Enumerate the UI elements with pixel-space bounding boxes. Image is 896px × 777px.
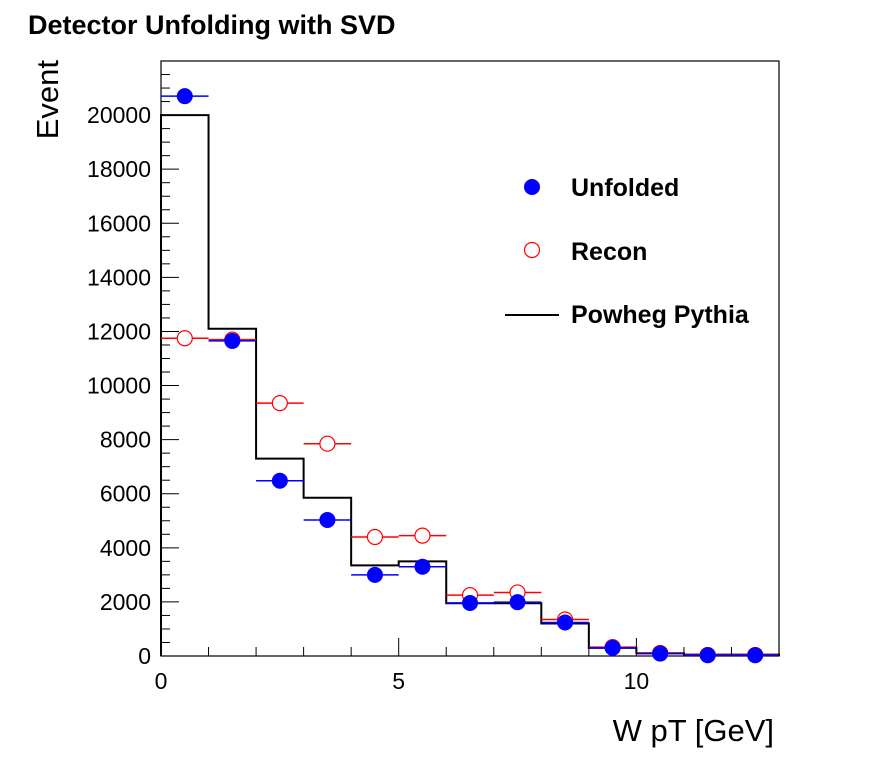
y-tick-label: 20000: [87, 102, 151, 128]
recon-point: [366, 528, 384, 546]
y-tick-label: 6000: [100, 481, 151, 507]
unfolded-point: [652, 645, 669, 662]
unfolded-point: [699, 647, 716, 664]
unfolded-series: [161, 88, 779, 664]
recon-point: [319, 435, 336, 452]
y-tick-label: 4000: [100, 535, 151, 561]
plot-frame: [160, 60, 780, 657]
unfolded-point: [604, 639, 621, 656]
x-axis-label: W pT [GeV]: [613, 713, 774, 748]
unfolded-point: [509, 594, 526, 611]
unfolded-point: [366, 566, 383, 583]
y-axis-label: Event: [30, 60, 65, 140]
y-tick-label: 10000: [87, 373, 151, 399]
legend-recon-marker: [523, 241, 541, 259]
unfolded-point: [176, 88, 193, 105]
recon-point: [176, 330, 193, 347]
unfolded-point: [747, 647, 764, 664]
y-tick-label: 12000: [87, 318, 151, 344]
x-tick-label: 5: [392, 668, 405, 694]
legend: Unfolded Recon Powheg Pythia: [505, 174, 750, 329]
y-tick-label: 0: [138, 643, 151, 669]
recon-point: [271, 395, 288, 412]
unfolded-point: [319, 511, 336, 528]
recon-point: [414, 527, 431, 544]
y-tick-label: 18000: [87, 156, 151, 182]
x-tick-label: 10: [624, 668, 650, 694]
recon-series: [161, 330, 779, 664]
chart-title: Detector Unfolding with SVD: [28, 10, 396, 40]
axes: 0 2000 4000 6000 8000 10000 12000 14000 16000 180…: [87, 60, 780, 694]
unfolded-point: [462, 594, 478, 611]
x-tick-label: 0: [155, 668, 168, 694]
powheg-pythia-series: [160, 114, 780, 656]
legend-unfolded-label: Unfolded: [571, 174, 679, 202]
y-tick-label: 2000: [100, 589, 151, 615]
unfolded-point: [271, 472, 288, 489]
legend-powheg-label: Powheg Pythia: [571, 301, 750, 329]
legend-recon-label: Recon: [571, 238, 647, 266]
unfolded-point: [224, 332, 241, 349]
unfolded-point: [414, 558, 431, 575]
y-tick-label: 14000: [87, 264, 151, 290]
unfolded-point: [557, 614, 574, 631]
y-tick-label: 16000: [87, 210, 151, 236]
legend-unfolded-marker: [524, 179, 540, 195]
powheg-pythia-step-line: [160, 114, 780, 656]
y-tick-label: 8000: [100, 427, 151, 453]
